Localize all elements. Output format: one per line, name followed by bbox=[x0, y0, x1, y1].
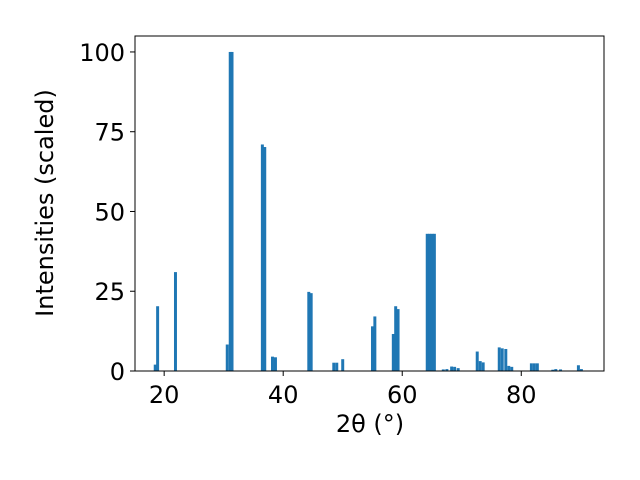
bar bbox=[535, 363, 539, 371]
bar bbox=[510, 366, 514, 371]
bar bbox=[335, 362, 339, 371]
bar bbox=[497, 347, 501, 371]
bar bbox=[230, 51, 234, 371]
bar bbox=[263, 147, 267, 371]
bar bbox=[425, 233, 429, 371]
x-tick-label: 80 bbox=[506, 381, 537, 409]
bar bbox=[456, 368, 460, 371]
bar bbox=[391, 333, 395, 371]
bar bbox=[551, 369, 555, 371]
bar bbox=[396, 309, 400, 371]
bar bbox=[153, 364, 157, 371]
bar bbox=[341, 359, 345, 371]
bar bbox=[309, 293, 313, 371]
bar bbox=[370, 326, 374, 371]
bar bbox=[445, 369, 449, 371]
x-axis-label: 2θ (°) bbox=[336, 410, 404, 438]
bar bbox=[373, 316, 377, 371]
y-tick-label: 100 bbox=[79, 39, 125, 67]
bar bbox=[432, 233, 436, 371]
bar bbox=[173, 272, 177, 371]
bar bbox=[428, 233, 432, 371]
y-tick-label: 25 bbox=[94, 278, 125, 306]
bar bbox=[441, 369, 445, 371]
y-tick-label: 0 bbox=[110, 358, 125, 386]
plot-frame bbox=[134, 35, 605, 372]
x-tick-label: 40 bbox=[268, 381, 299, 409]
bar bbox=[156, 306, 160, 371]
bar bbox=[579, 369, 583, 371]
x-tick-label: 20 bbox=[149, 381, 180, 409]
y-axis-label: Intensities (scaled) bbox=[31, 89, 59, 317]
y-tick-label: 75 bbox=[94, 119, 125, 147]
bar bbox=[478, 361, 482, 371]
bar bbox=[507, 365, 511, 371]
bar bbox=[504, 348, 508, 371]
bar bbox=[453, 366, 457, 371]
bar bbox=[430, 233, 434, 371]
bar bbox=[450, 366, 454, 371]
bar bbox=[332, 362, 336, 371]
bar bbox=[225, 344, 229, 371]
bar bbox=[532, 363, 536, 371]
bar bbox=[481, 362, 485, 371]
bar bbox=[228, 51, 232, 371]
bar bbox=[307, 291, 311, 371]
bar bbox=[260, 144, 264, 371]
bar bbox=[576, 365, 580, 371]
bar bbox=[273, 357, 277, 371]
bar bbox=[475, 351, 479, 371]
x-tick-label: 60 bbox=[387, 381, 418, 409]
bar bbox=[559, 369, 563, 371]
bar bbox=[394, 306, 398, 371]
bar bbox=[529, 363, 533, 371]
bar bbox=[500, 348, 504, 371]
y-tick-label: 50 bbox=[94, 198, 125, 226]
bar bbox=[554, 369, 558, 371]
bar bbox=[270, 356, 274, 371]
